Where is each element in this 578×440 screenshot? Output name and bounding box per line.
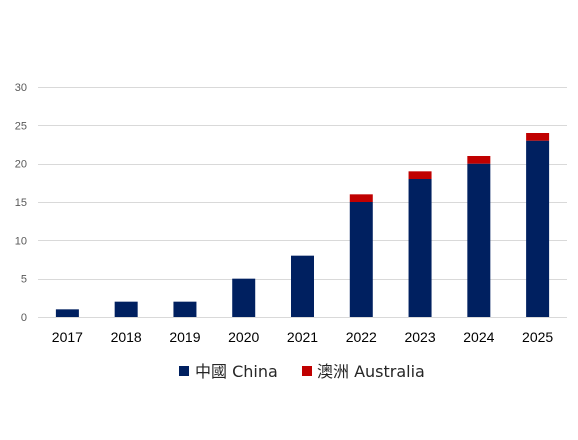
bar-china-2020	[232, 278, 256, 317]
bar-china-2024	[467, 163, 491, 317]
bar-china-2021	[291, 255, 314, 317]
bar-china-2018	[114, 301, 138, 317]
x-tick-label: 2020	[228, 329, 259, 345]
y-tick-label: 20	[15, 159, 27, 171]
bars	[55, 133, 550, 317]
y-tick-label: 5	[21, 274, 27, 286]
x-tick-label: 2018	[111, 329, 142, 345]
x-axis-ticks: 2017 2018 2019 2020 2021 2022 2023 2024 2025	[52, 329, 554, 345]
bar-australia-2025	[526, 133, 550, 141]
legend-label-australia: 澳洲 Australia	[317, 362, 425, 381]
legend-swatch-australia	[302, 366, 312, 376]
bar-australia-2023	[408, 171, 432, 179]
bar-china-2022	[349, 202, 373, 317]
y-axis-ticks: 0 5 10 15 20 25 30	[15, 82, 27, 324]
x-tick-label: 2023	[404, 329, 435, 345]
y-tick-label: 10	[15, 235, 27, 247]
x-tick-label: 2025	[522, 329, 553, 345]
bar-australia-2022	[349, 194, 373, 202]
bar-china-2019	[173, 301, 197, 317]
x-tick-label: 2017	[52, 329, 83, 345]
x-tick-label: 2021	[287, 329, 318, 345]
legend-swatch-china	[179, 366, 189, 376]
legend: 中國 China 澳洲 Australia	[179, 362, 425, 381]
y-tick-label: 25	[15, 120, 27, 132]
x-tick-label: 2022	[346, 329, 377, 345]
x-tick-label: 2019	[169, 329, 200, 345]
y-tick-label: 30	[15, 82, 27, 94]
legend-label-china: 中國 China	[195, 362, 278, 381]
bar-china-2025	[526, 140, 550, 317]
x-tick-label: 2024	[463, 329, 494, 345]
bar-australia-2024	[467, 156, 491, 164]
bar-china-2023	[408, 179, 432, 317]
y-tick-label: 15	[15, 197, 27, 209]
bar-china-2017	[55, 309, 79, 317]
y-tick-label: 0	[21, 312, 27, 324]
